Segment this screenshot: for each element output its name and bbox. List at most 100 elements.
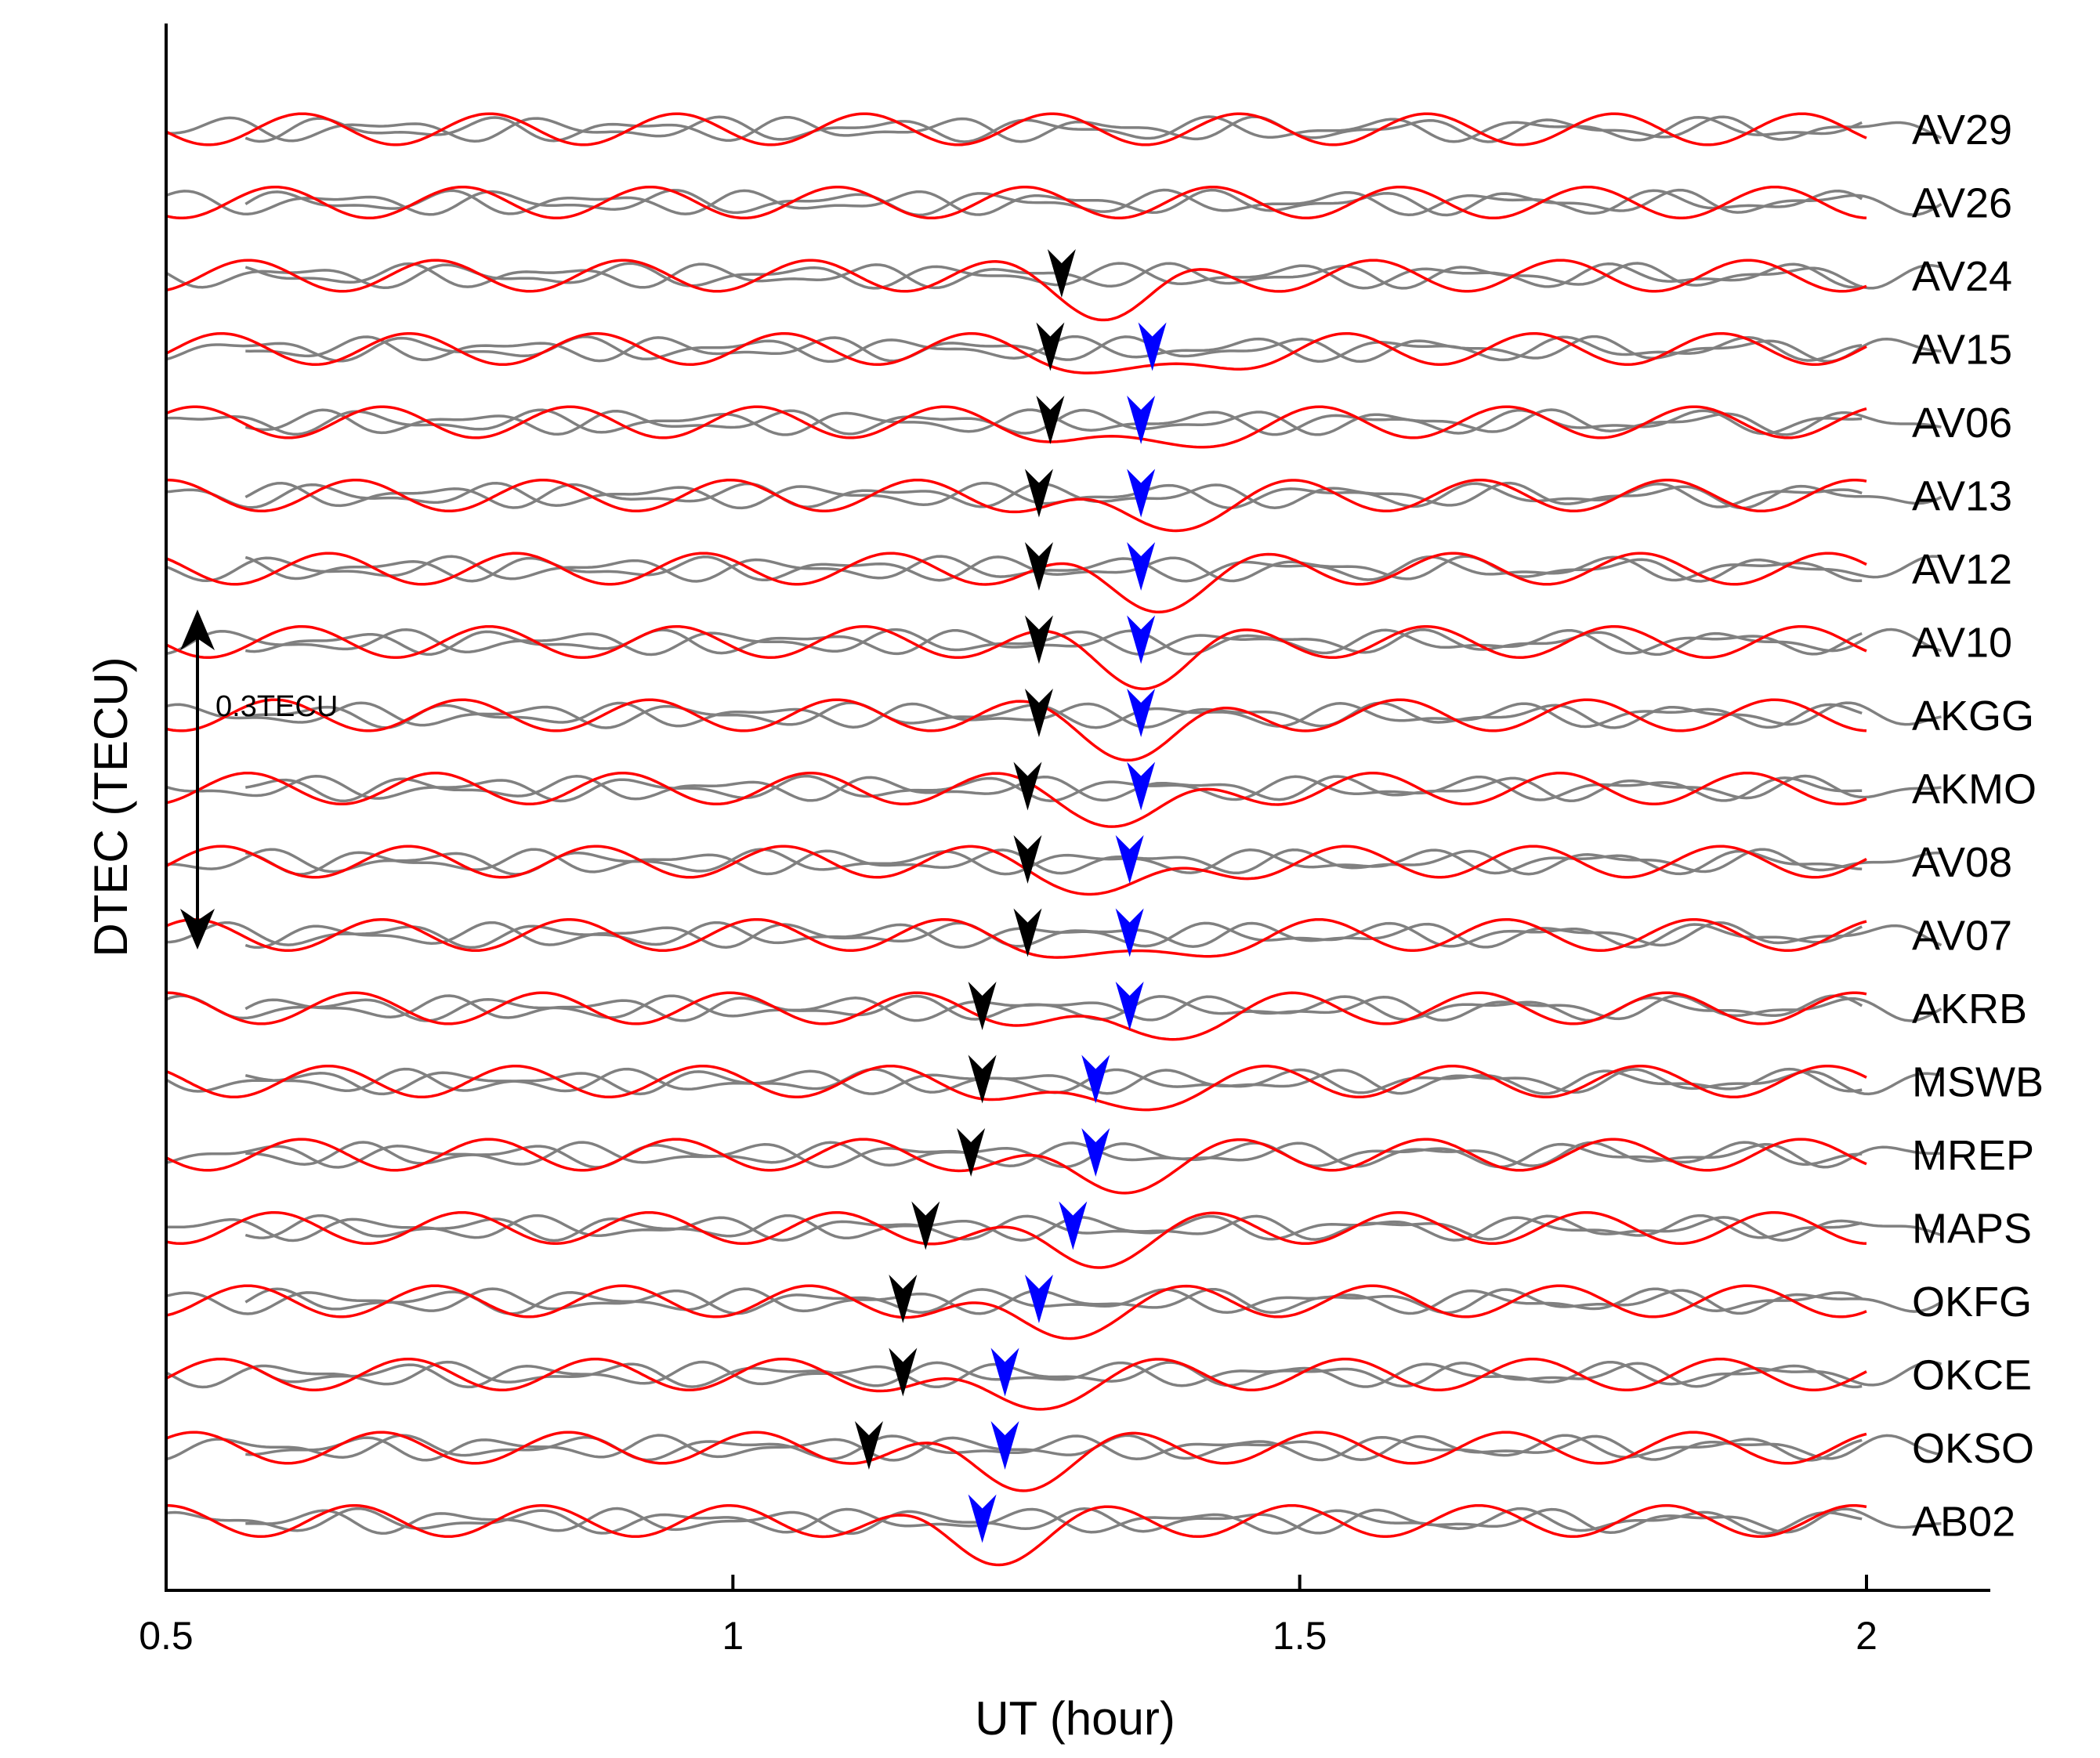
station-label: AV10 (1912, 620, 2012, 667)
arrival-marker-blue-av13 (1127, 468, 1156, 518)
scale-bar-down-arrow (180, 909, 215, 950)
scale-bar-label: 0.3TECU (215, 690, 338, 723)
arrival-marker-black-okfg (889, 1275, 918, 1323)
trace-grey-akgg (165, 701, 1863, 729)
station-label: AV12 (1912, 546, 2012, 593)
trace-red-av24 (165, 259, 1867, 322)
arrival-marker-black-mswb (968, 1054, 997, 1104)
trace-grey-av06 (165, 408, 1863, 436)
traces-layer (165, 112, 1942, 1567)
arrival-marker-black-maps (911, 1201, 940, 1250)
trace-grey-av10 (245, 628, 1942, 657)
station-label: AKGG (1912, 693, 2034, 740)
trace-red-av29 (165, 112, 1867, 146)
station-label: AV06 (1912, 400, 2012, 447)
x-tick-label: 2 (1856, 1614, 1877, 1658)
trace-red-akrb (166, 991, 1867, 1041)
trace-grey-av29 (244, 115, 1942, 143)
station-label: MSWB (1912, 1059, 2044, 1106)
station-label: AV26 (1912, 180, 2012, 227)
arrival-marker-black-av12 (1024, 542, 1053, 591)
arrival-marker-blue-av08 (1115, 835, 1144, 884)
trace-red-av26 (165, 185, 1867, 220)
arrival-marker-blue-akmo (1127, 761, 1156, 811)
trace-red-akmo (165, 771, 1867, 828)
arrival-marker-black-mrep (957, 1128, 986, 1177)
trace-grey-av24 (244, 262, 1942, 290)
station-label: OKSO (1912, 1425, 2034, 1472)
station-label: OKFG (1912, 1279, 2032, 1326)
trace-red-av08 (165, 845, 1867, 896)
station-label: MAPS (1912, 1206, 2032, 1253)
y-axis-title: DTEC (TECU) (85, 657, 137, 957)
arrival-marker-black-av24 (1047, 249, 1076, 298)
arrival-marker-black-av08 (1013, 835, 1042, 884)
trace-red-av06 (165, 405, 1867, 449)
arrival-markers-layer (854, 249, 1167, 1543)
arrival-marker-blue-av06 (1127, 396, 1156, 444)
arrival-marker-blue-mrep (1081, 1128, 1110, 1177)
station-labels-layer: AV29 AV26 AV24 AV15 AV06 AV13 AV12 AV10 AKGG AKMO… (1912, 107, 2044, 1546)
arrival-marker-blue-av12 (1127, 542, 1156, 591)
trace-grey-akrb (165, 994, 1863, 1022)
station-label: AV13 (1912, 473, 2012, 520)
x-tick-label: 1 (722, 1614, 744, 1658)
arrival-marker-blue-okfg (1024, 1275, 1053, 1323)
trace-grey-akgg (244, 701, 1942, 729)
station-label: AKMO (1912, 766, 2037, 813)
arrival-marker-black-av10 (1024, 615, 1053, 664)
station-label: AB02 (1912, 1499, 2015, 1546)
arrival-marker-blue-okce (990, 1347, 1019, 1397)
trace-red-maps (165, 1210, 1867, 1269)
trace-red-av13 (166, 478, 1867, 533)
arrival-marker-blue-av07 (1115, 908, 1144, 957)
trace-grey-av08 (245, 848, 1942, 876)
arrival-marker-black-av13 (1024, 468, 1053, 518)
trace-grey-av07 (244, 921, 1942, 950)
trace-grey-av24 (165, 262, 1863, 290)
trace-red-mrep (165, 1138, 1867, 1195)
arrival-marker-black-akgg (1024, 689, 1053, 737)
x-tick-label: 1.5 (1273, 1614, 1327, 1658)
station-label: AV24 (1912, 253, 2012, 300)
trace-grey-av06 (244, 408, 1942, 436)
trace-red-mswb (165, 1064, 1867, 1112)
trace-grey-av12 (244, 555, 1942, 583)
trace-grey-av08 (165, 848, 1863, 876)
trace-grey-ab02 (245, 1507, 1942, 1536)
arrival-marker-black-av15 (1036, 322, 1065, 371)
arrival-marker-black-akmo (1013, 761, 1042, 811)
station-label: AV29 (1912, 107, 2012, 154)
arrival-marker-blue-mswb (1081, 1054, 1110, 1104)
trace-grey-okce (244, 1360, 1942, 1389)
trace-grey-ab02 (165, 1507, 1863, 1536)
scale-bar: 0.3TECU (180, 610, 338, 950)
trace-red-av12 (165, 552, 1867, 613)
trace-red-ab02 (165, 1503, 1867, 1567)
arrival-marker-blue-ab02 (968, 1494, 997, 1543)
trace-grey-maps (166, 1214, 1863, 1243)
scale-bar-up-arrow (180, 610, 215, 650)
trace-red-av10 (165, 624, 1867, 690)
x-tick-label: 0.5 (139, 1614, 194, 1658)
arrival-marker-blue-okso (990, 1421, 1019, 1470)
trace-red-okso (165, 1431, 1867, 1492)
arrival-marker-black-okso (854, 1421, 883, 1470)
x-axis-title: UT (hour) (975, 1692, 1175, 1745)
arrival-marker-black-av07 (1013, 908, 1042, 957)
trace-grey-maps (244, 1214, 1942, 1243)
station-label: AV08 (1912, 839, 2012, 886)
x-ticks: 0.5 1 1.5 2 (139, 1575, 1877, 1658)
arrival-marker-blue-maps (1059, 1201, 1088, 1250)
trace-grey-mswb (165, 1067, 1863, 1096)
arrival-marker-blue-akrb (1115, 982, 1144, 1030)
trace-grey-av07 (165, 921, 1863, 950)
trace-red-akgg (165, 698, 1867, 762)
trace-red-av07 (165, 917, 1867, 959)
arrival-marker-blue-av15 (1138, 322, 1167, 371)
trace-red-okce (165, 1357, 1867, 1411)
trace-grey-akmo (245, 774, 1942, 803)
trace-grey-av26 (244, 188, 1942, 217)
station-label: AV07 (1912, 913, 2012, 960)
